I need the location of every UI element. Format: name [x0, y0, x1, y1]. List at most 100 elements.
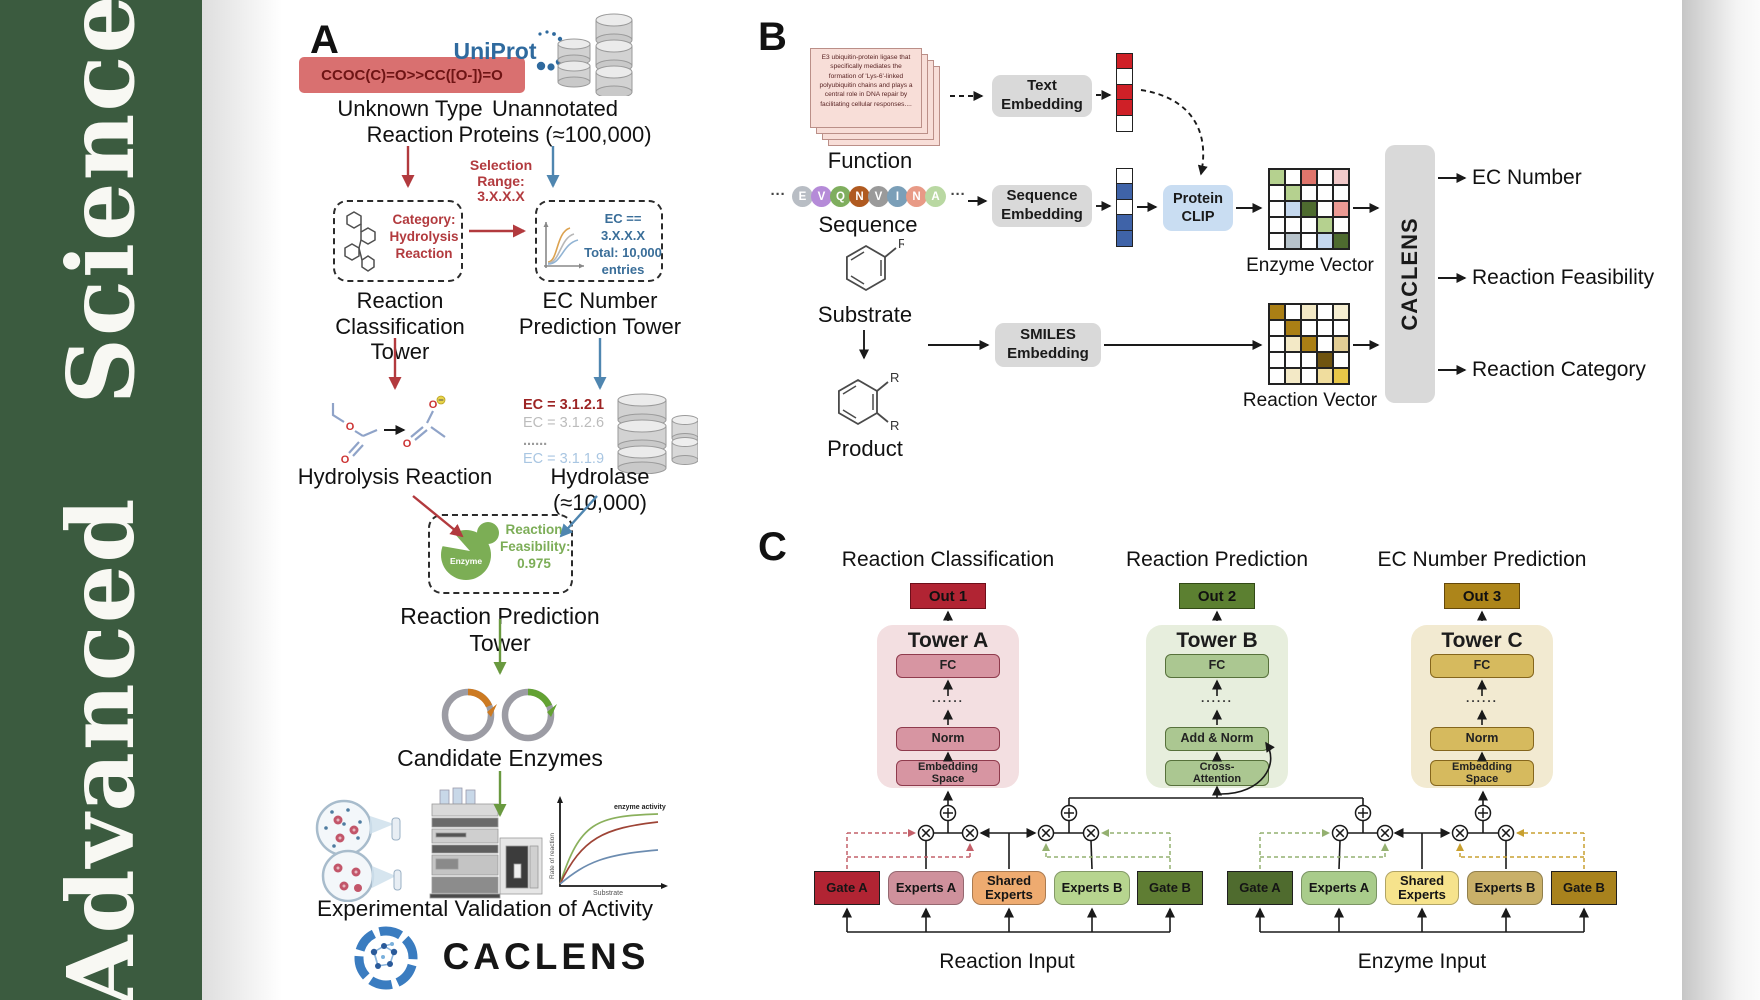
substrate-r-group: R	[898, 236, 904, 251]
molecule-scribble-icon	[344, 211, 376, 272]
plot-ylabel: Rate of reaction	[549, 833, 556, 879]
enzyme-blob-icon: Enzyme	[436, 522, 499, 580]
enzyme-input-label: Enzyme Input	[1357, 950, 1487, 973]
enzyme-activity-plot: enzyme activity Rate of reaction Substra…	[549, 796, 668, 897]
reaction-feasibility-label: Reaction Feasibility: 0.975	[500, 522, 571, 571]
output-reaction-feasibility: Reaction Feasibility	[1472, 266, 1655, 289]
journal-title: Advanced Science	[47, 0, 155, 1000]
ec-item: EC = 3.1.1.9	[523, 451, 605, 468]
reaction-classification-tower-label: Reaction Classification Tower	[335, 288, 465, 365]
product-r-group-1: R	[890, 370, 899, 385]
reaction-classification-tower-box	[333, 200, 463, 282]
enzyme-gate-a: Gate A	[1227, 871, 1293, 905]
page-fold-shadow-left	[202, 0, 282, 1000]
product-benzene-icon: R R	[837, 370, 899, 433]
substrate-label: Substrate	[817, 302, 913, 327]
ec-item: ......	[523, 433, 548, 450]
tower-a-norm: Norm	[896, 727, 1000, 751]
product-r-group-2: R	[890, 418, 899, 433]
journal-title-rotated: Advanced Science	[0, 0, 202, 1000]
reaction-input-label: Reaction Input	[939, 950, 1075, 973]
tower-a-embedding-space: Embedding Space	[896, 760, 1000, 786]
ec-number-tower-box	[535, 200, 663, 282]
out2-box: Out 2	[1179, 583, 1255, 609]
experimental-validation-label: Experimental Validation of Activity	[317, 896, 653, 921]
protein-clip-box: Protein CLIP	[1163, 185, 1233, 231]
tower-a-title: Tower A	[907, 629, 989, 652]
enzyme-gate-b: Gate B	[1551, 871, 1617, 905]
header-ec-number-prediction: EC Number Prediction	[1377, 548, 1587, 571]
sequence-embedding-box: Sequence Embedding	[992, 185, 1092, 227]
function-card-top: E3 ubiquitin-protein ligase that specifi…	[810, 48, 922, 128]
reaction-gate-a: Gate A	[814, 871, 880, 905]
tower-c-dots: ......	[1465, 691, 1498, 705]
tower-c-embedding-space: Embedding Space	[1430, 760, 1534, 786]
caclens-brand-text: CACLENS	[442, 936, 650, 977]
sequence-embedding-vector	[1116, 168, 1133, 247]
hplc-instrument-icon	[429, 787, 543, 899]
text-embedding-box: Text Embedding	[992, 75, 1092, 117]
page-fold-shadow-right	[1682, 0, 1760, 1000]
enzyme-vector-grid	[1268, 168, 1350, 250]
reaction-prediction-tower-label: Reaction Prediction Tower	[400, 603, 600, 656]
selection-range-label: Selection Range: 3.X.X.X	[469, 157, 533, 205]
enzyme-vector-label: Enzyme Vector	[1246, 255, 1374, 276]
ec-total-entries-label: EC == 3.X.X.X Total: 10,000 entries	[584, 211, 662, 277]
unknown-reaction-label: Unknown Type Reaction	[337, 96, 483, 147]
output-ec-number: EC Number	[1472, 166, 1582, 189]
header-reaction-classification: Reaction Classification	[841, 548, 1055, 571]
panel-a-label: A	[310, 18, 339, 62]
sigmoid-curves-icon	[543, 222, 584, 269]
product-label: Product	[827, 436, 903, 461]
tower-c: Tower C FC ...... Norm Embedding Space	[1411, 625, 1553, 788]
ec-candidate-list: EC = 3.1.2.1 EC = 3.1.2.6 ...... EC = 3.…	[523, 396, 615, 469]
reaction-gate-b: Gate B	[1137, 871, 1203, 905]
function-card-stack: E3 ubiquitin-protein ligase that specifi…	[810, 48, 942, 148]
enzyme-shared-experts: Shared Experts	[1385, 871, 1459, 905]
text-embedding-vector	[1116, 53, 1133, 132]
tower-a-dots: ......	[931, 691, 964, 705]
output-reaction-category: Reaction Category	[1472, 358, 1646, 381]
tower-b-dots: ......	[1200, 691, 1233, 705]
caclens-module-text: CACLENS	[1397, 217, 1422, 331]
sequence-ellipsis-right: ···	[950, 186, 966, 203]
hydrolase-label: Hydrolase (≈10,000)	[550, 464, 650, 515]
panel-b-label: B	[758, 15, 787, 59]
tower-b-add-norm: Add & Norm	[1165, 727, 1269, 751]
substrate-benzene-icon: R	[845, 236, 904, 292]
category-hydrolysis-label: Category: Hydrolysis Reaction	[389, 212, 459, 261]
uniprot-logo-text: UniProt	[453, 38, 537, 64]
petri-dish-icon	[315, 799, 402, 902]
svg-text:O: O	[429, 399, 438, 411]
journal-sidebar: Advanced Science	[0, 0, 202, 1000]
svg-text:O: O	[403, 438, 412, 450]
out1-box: Out 1	[910, 583, 986, 609]
tower-b-cross-attention: Cross- Attention	[1165, 760, 1269, 786]
sequence-ellipsis-left: ···	[770, 186, 786, 203]
function-card-text: E3 ubiquitin-protein ligase that specifi…	[819, 54, 913, 108]
multiply-nodes	[917, 824, 1515, 842]
panel-c-label: C	[758, 525, 787, 569]
hydrolysis-reaction-structures-icon: O O O O	[331, 395, 446, 465]
tower-c-title: Tower C	[1441, 629, 1523, 652]
sequence-label: Sequence	[818, 212, 918, 237]
out3-box: Out 3	[1444, 583, 1520, 609]
reaction-prediction-tower-box	[428, 514, 573, 594]
hydrolysis-reaction-label: Hydrolysis Reaction	[297, 464, 493, 489]
tower-a-fc: FC	[896, 654, 1000, 678]
tower-c-norm: Norm	[1430, 727, 1534, 751]
plasmid-icons	[441, 688, 557, 742]
plot-annotation: enzyme activity	[614, 804, 666, 811]
plot-xlabel: Substrate	[593, 890, 623, 897]
ec-number-prediction-tower-label: EC Number Prediction Tower	[518, 288, 682, 339]
reaction-experts-a: Experts A	[888, 871, 964, 905]
candidate-enzymes-label: Candidate Enzymes	[397, 745, 603, 771]
reaction-experts-b: Experts B	[1054, 871, 1130, 905]
enzyme-badge-text: Enzyme	[450, 556, 482, 566]
tower-c-fc: FC	[1430, 654, 1534, 678]
enzyme-experts-a: Experts A	[1301, 871, 1377, 905]
ec-item: EC = 3.1.2.1	[523, 397, 605, 413]
caclens-module-box: CACLENS	[1385, 145, 1435, 403]
